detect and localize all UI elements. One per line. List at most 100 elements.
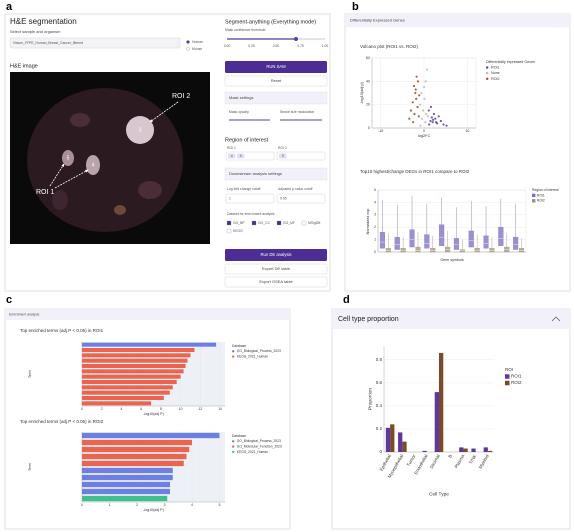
radio-label: Human <box>192 40 203 44</box>
point <box>430 116 433 119</box>
button[interactable] <box>224 263 328 275</box>
bar <box>422 450 427 452</box>
x-axis-label: Cell Type <box>429 491 449 497</box>
label: ROI 1 <box>227 146 236 150</box>
point <box>432 112 436 116</box>
point <box>427 109 430 112</box>
chart-title: Top10 highest/change DEGs in ROI1 compar… <box>360 169 470 174</box>
button[interactable] <box>225 249 327 261</box>
legend-swatch <box>505 380 510 386</box>
roi-mask[interactable] <box>62 150 74 166</box>
point <box>415 75 418 78</box>
bar <box>82 374 181 379</box>
point <box>417 115 420 118</box>
x-tick-label: 0 <box>81 407 83 411</box>
bar <box>402 441 407 452</box>
legend-swatch <box>232 355 235 358</box>
sample-dropdown[interactable] <box>9 37 181 49</box>
input[interactable] <box>276 193 326 204</box>
button[interactable] <box>225 61 327 73</box>
box <box>474 248 480 253</box>
y-tick-label: 2 <box>374 225 376 229</box>
point <box>414 91 417 95</box>
chip-label: 5 <box>240 154 242 158</box>
bar <box>82 395 164 401</box>
x-tick-label: 14 <box>218 407 222 411</box>
bar <box>82 379 177 385</box>
card-title: Cell type proportion <box>338 316 399 323</box>
y-axis-label: Term <box>28 370 32 378</box>
label: Mask opacity <box>229 110 249 114</box>
box <box>400 248 406 253</box>
radio[interactable] <box>186 47 190 51</box>
bar <box>82 488 170 495</box>
button-label: Export DE table <box>262 266 291 271</box>
bar <box>398 432 403 452</box>
legend-label: KEGG_2021_Human <box>237 354 268 358</box>
legend-label: ROI2 <box>491 77 499 81</box>
slider-tick-label: 0.00 <box>224 44 231 48</box>
checkbox[interactable] <box>226 228 232 234</box>
point <box>425 68 429 71</box>
legend-swatch <box>532 199 536 203</box>
slider-tick-label: 1.00 <box>322 44 329 48</box>
y-axis-label: Normalized exp. <box>366 208 370 235</box>
label: Stroke size modulation <box>280 110 314 114</box>
x-tick-label: T/NK <box>468 454 477 465</box>
multiselect[interactable] <box>276 151 326 161</box>
bar <box>439 352 444 452</box>
button-label: Export GSEA table <box>259 279 293 284</box>
button[interactable] <box>224 276 328 288</box>
point <box>409 109 413 112</box>
button[interactable] <box>224 75 328 87</box>
section-title: Segment-anything (Everything mode) <box>225 19 316 25</box>
button-label: Run DE analysis <box>261 252 292 257</box>
bar <box>82 453 187 460</box>
point <box>434 117 437 120</box>
section-header[interactable] <box>224 167 328 181</box>
chip-label: 3 <box>282 154 284 158</box>
bar <box>82 347 195 353</box>
legend-swatch <box>532 193 536 198</box>
legend-label: ROI2 <box>537 199 545 203</box>
section-header[interactable] <box>224 91 328 105</box>
roi-mask[interactable] <box>126 116 154 144</box>
checkbox[interactable] <box>276 220 282 226</box>
checkbox[interactable] <box>301 220 307 226</box>
point <box>411 101 414 104</box>
arrow <box>149 101 179 123</box>
y-tick-label: 0.4 <box>376 403 383 408</box>
input[interactable] <box>225 193 275 204</box>
checkbox[interactable] <box>251 220 257 226</box>
legend-label: GO_Biological_Process_2023 <box>237 439 281 443</box>
x-tick-label: 0 <box>423 129 425 133</box>
point <box>425 112 428 116</box>
box <box>385 248 391 253</box>
legend-title: Region of interest <box>532 188 559 192</box>
bar <box>459 447 464 452</box>
legend-swatch <box>486 66 489 69</box>
roi-mask[interactable] <box>86 155 100 175</box>
tissue <box>27 88 183 232</box>
point <box>432 118 435 121</box>
card-header <box>332 309 570 329</box>
point <box>414 88 417 91</box>
collapse-icon[interactable] <box>551 316 561 322</box>
y-tick-label: 20 <box>366 103 370 107</box>
point <box>428 123 431 126</box>
card-title: Enrichment analysis <box>9 312 40 316</box>
point <box>419 103 422 106</box>
legend-label: KEGG_2021_Human <box>237 450 268 454</box>
radio[interactable] <box>186 40 190 44</box>
y-axis-label: Term <box>28 463 32 471</box>
x-tick-label: 0 <box>81 503 83 507</box>
point <box>445 124 448 127</box>
box <box>468 230 474 248</box>
bar <box>82 439 192 446</box>
y-tick-label: 0 <box>379 449 382 454</box>
chart-title: Volcano plot (ROI1 vs. ROI2) <box>360 44 419 49</box>
slider-handle[interactable] <box>294 37 298 41</box>
point <box>420 117 423 120</box>
x-tick-label: 10 <box>465 129 469 133</box>
checkbox[interactable] <box>226 220 232 226</box>
